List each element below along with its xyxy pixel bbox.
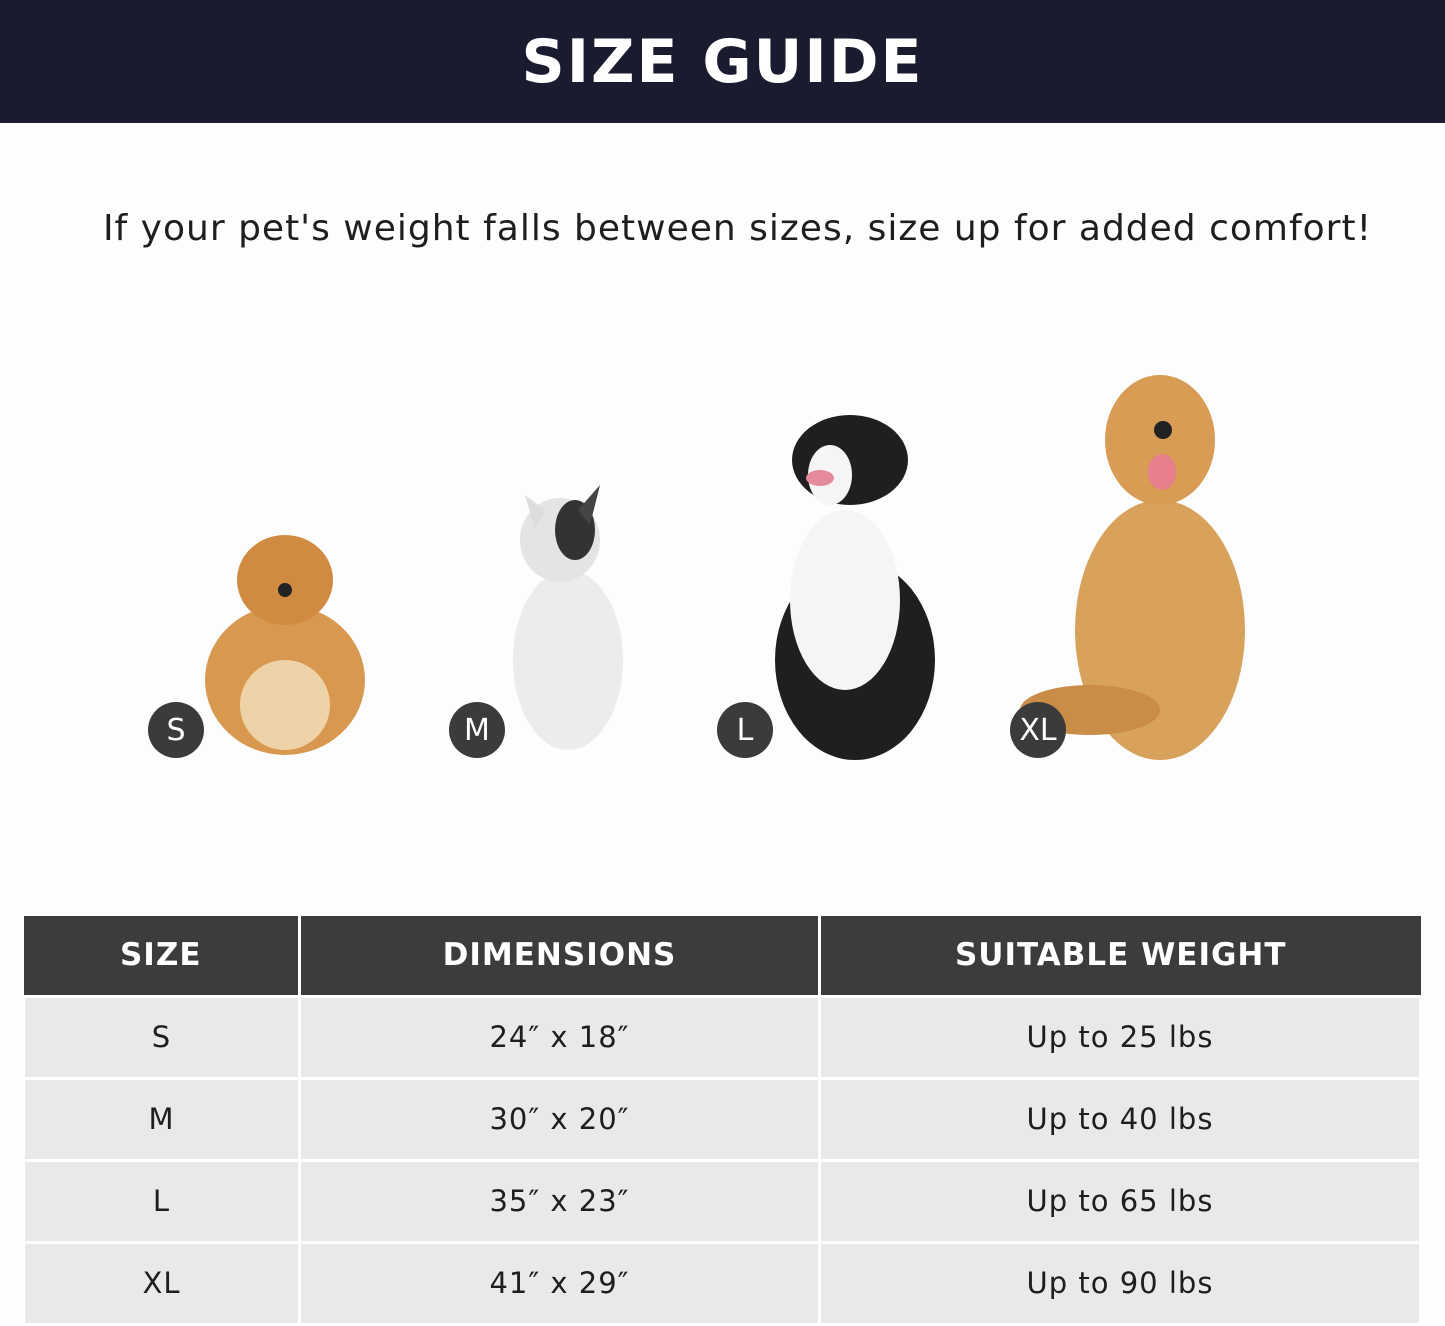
size-badge-s: S [148,702,204,758]
dimensions-cell: 24″ x 18″ [298,994,821,1080]
size-cell: M [22,1076,301,1162]
table-header-row: SIZE DIMENSIONS SUITABLE WEIGHT [23,916,1421,996]
weight-cell: Up to 90 lbs [818,1240,1422,1326]
weight-cell: Up to 25 lbs [818,994,1422,1080]
size-tip: If your pet's weight falls between sizes… [102,208,1373,249]
weight-cell: Up to 65 lbs [818,1158,1422,1244]
table-row: S 24″ x 18″ Up to 25 lbs [22,994,1422,1080]
dimensions-cell: 41″ x 29″ [298,1240,821,1326]
table-row: XL 41″ x 29″ Up to 90 lbs [22,1240,1422,1326]
column-header-size: SIZE [23,916,301,996]
table-row: L 35″ x 23″ Up to 65 lbs [22,1158,1422,1244]
weight-cell: Up to 40 lbs [818,1076,1422,1162]
page-title: SIZE GUIDE [521,26,924,97]
dimensions-cell: 30″ x 20″ [298,1076,821,1162]
size-cell: XL [22,1240,301,1326]
french-bulldog-image [513,485,623,750]
table-row: M 30″ x 20″ Up to 40 lbs [22,1076,1422,1162]
size-cell: L [22,1158,301,1244]
pomeranian-image [205,535,365,755]
column-header-dimensions: DIMENSIONS [299,916,821,996]
size-cell: S [22,994,301,1080]
size-badge-xl: XL [1010,702,1066,758]
size-badge-l: L [717,702,773,758]
dogs-illustration: S M L XL [0,360,1445,780]
column-header-weight: SUITABLE WEIGHT [819,916,1421,996]
dimensions-cell: 35″ x 23″ [298,1158,821,1244]
header-banner: SIZE GUIDE [0,0,1445,123]
size-table: SIZE DIMENSIONS SUITABLE WEIGHT S 24″ x 1… [22,916,1422,1326]
border-collie-image [775,415,935,760]
size-badge-m: M [449,702,505,758]
golden-retriever-image [1020,375,1245,760]
